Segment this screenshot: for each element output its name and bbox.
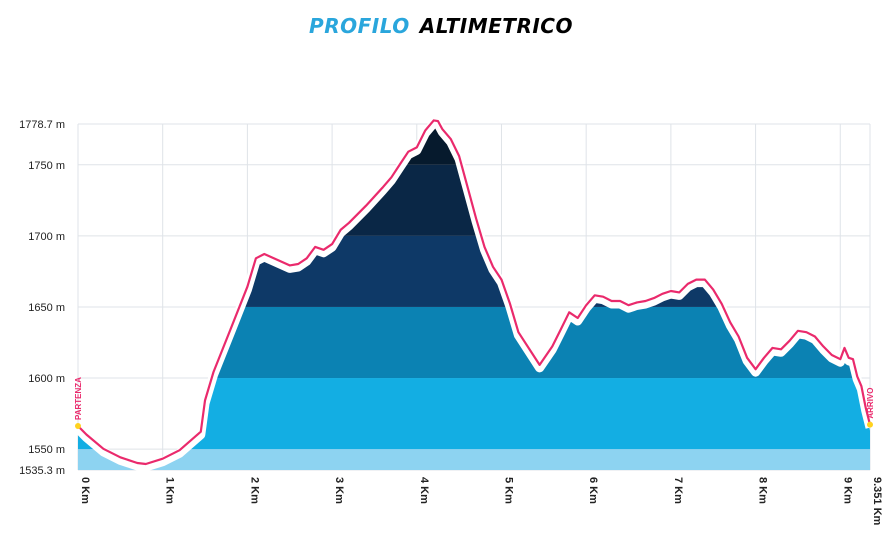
profile-outline-group <box>74 118 875 472</box>
x-tick-label: 2 Km <box>248 477 260 504</box>
x-tick-label: 3 Km <box>333 477 345 504</box>
x-tick-label: 8 Km <box>757 477 769 504</box>
title-part-1: PROFILO <box>309 14 410 38</box>
elevation-band <box>78 449 870 470</box>
start-marker <box>75 423 81 430</box>
finish-label: ARRIVO <box>866 387 875 418</box>
y-tick-label: 1550 m <box>28 444 65 456</box>
elevation-band <box>78 126 870 165</box>
y-tick-label: 1700 m <box>28 231 65 243</box>
x-tick-label: 0 Km <box>79 477 91 504</box>
chart-title: PROFILO ALTIMETRICO <box>0 14 882 38</box>
y-axis: 1778.7 m 1750 m 1700 m 1650 m 1600 m 1550 m 15… <box>19 119 65 477</box>
start-label: PARTENZA <box>74 377 83 420</box>
x-tick-label: 1 Km <box>164 477 176 504</box>
x-tick-label: 6 Km <box>587 477 599 504</box>
finish-marker <box>867 421 873 428</box>
x-axis: 0 Km 1 Km 2 Km 3 Km 4 Km 5 Km 6 Km 7 Km 8 Km 9 Km… <box>79 477 882 526</box>
profile-outline <box>77 119 872 466</box>
y-tick-label: 1750 m <box>28 160 65 172</box>
x-tick-label: 9.351 Km <box>871 477 882 526</box>
y-tick-label: 1600 m <box>28 373 65 385</box>
y-tick-label: 1535.3 m <box>19 465 65 477</box>
profile-outline-halo <box>74 118 875 472</box>
x-tick-label: 5 Km <box>502 477 514 504</box>
markers: PARTENZA ARRIVO <box>74 377 875 430</box>
x-tick-label: 7 Km <box>672 477 684 504</box>
y-tick-label: 1778.7 m <box>19 119 65 131</box>
elevation-bands <box>78 126 870 470</box>
x-tick-label: 4 Km <box>418 477 430 504</box>
y-tick-label: 1650 m <box>28 302 65 314</box>
elevation-band <box>78 235 870 307</box>
title-part-2: ALTIMETRICO <box>419 14 573 38</box>
x-tick-label: 9 Km <box>841 477 853 504</box>
